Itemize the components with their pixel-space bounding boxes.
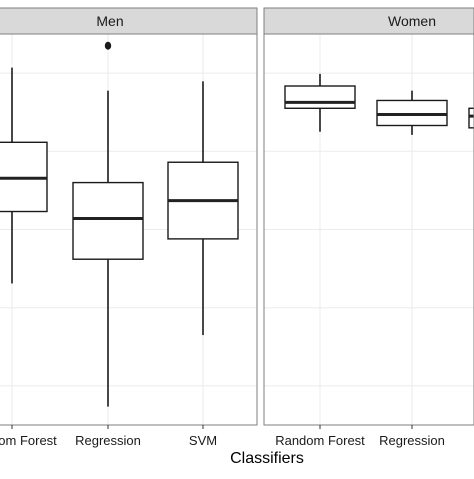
box-random-forest (284, 73, 356, 132)
strip-label: Women (388, 13, 436, 29)
box-svm (167, 81, 239, 336)
x-axis-title: Classifiers (230, 450, 304, 467)
iqr-box (72, 181, 144, 260)
x-tick-label: Random Forest (0, 433, 57, 448)
box-regression (376, 90, 448, 135)
facet-panel-men: Men Random Forest Regression SVM (0, 7, 258, 448)
outlier-point (104, 41, 112, 50)
box-random-forest (0, 67, 48, 284)
x-tick-label: SVM (189, 433, 217, 448)
x-tick-label: Random Forest (275, 433, 365, 448)
box-regression (72, 41, 144, 407)
strip-background (263, 7, 474, 35)
strip-label: Men (96, 13, 123, 29)
facet-panels: Men Random Forest Regression SVM Women Random… (0, 7, 474, 448)
x-tick-label: Regression (379, 433, 445, 448)
strip-background (0, 7, 258, 35)
iqr-box (376, 99, 448, 127)
iqr-box (468, 107, 474, 129)
box-svm (468, 107, 474, 129)
x-tick-label: Regression (75, 433, 141, 448)
iqr-box (284, 85, 356, 109)
